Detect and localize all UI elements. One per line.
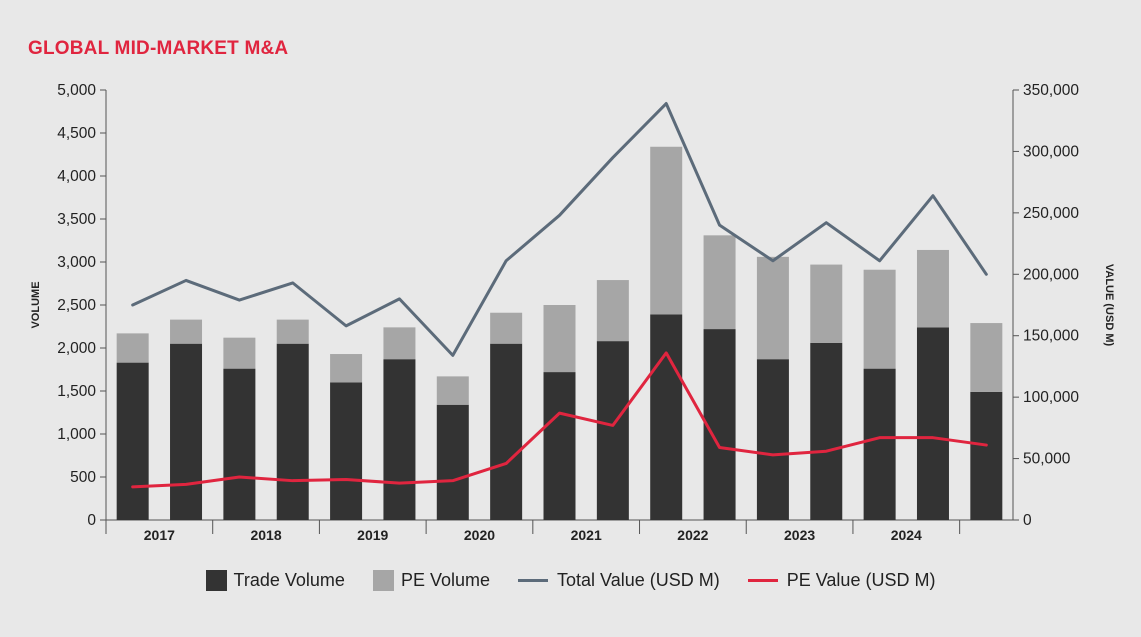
- x-category-label: 2023: [784, 527, 815, 543]
- trade-volume-bar: [436, 404, 469, 520]
- x-category-label: 2020: [464, 527, 495, 543]
- lines: [131, 102, 988, 489]
- right-tick-label: 350,000: [1023, 82, 1079, 99]
- pe-volume-bar: [596, 280, 629, 342]
- tick-labels: 0 500 1,000 1,500 2,000 2,500 3,000 3,500 4,000 4…: [30, 82, 1115, 543]
- legend-label: Trade Volume: [233, 570, 345, 590]
- pe-volume-bar: [170, 319, 203, 344]
- trade-volume-bar: [116, 362, 149, 520]
- legend-label: PE Value (USD M): [786, 570, 936, 590]
- x-category-label: 2021: [571, 527, 602, 543]
- bars: [116, 146, 1003, 520]
- trade-volume-bar: [970, 391, 1003, 520]
- trade-volume-swatch: [205, 570, 227, 591]
- trade-volume-bar: [650, 314, 683, 520]
- x-category-label: 2024: [891, 527, 922, 543]
- trade-volume-bar: [810, 342, 843, 520]
- pe-volume-bar: [383, 327, 416, 360]
- right-tick-label: 0: [1023, 512, 1032, 529]
- pe-volume-bar: [810, 264, 843, 343]
- pe-volume-bar: [703, 235, 736, 330]
- trade-volume-bar: [170, 343, 203, 520]
- trade-volume-bar: [596, 341, 629, 520]
- x-category-label: 2019: [357, 527, 388, 543]
- right-tick-label: 100,000: [1023, 389, 1079, 406]
- trade-volume-bar: [756, 359, 789, 520]
- pe-volume-bar: [276, 319, 309, 344]
- pe-volume-bar: [223, 337, 256, 369]
- x-category-label: 2022: [677, 527, 708, 543]
- pe-volume-bar: [116, 333, 149, 363]
- legend-item-trade-volume: Trade Volume: [205, 570, 345, 591]
- total-value-swatch: [518, 579, 549, 582]
- legend-label: PE Volume: [400, 570, 491, 590]
- pe-volume-swatch: [372, 570, 394, 591]
- left-tick-label: 5,000: [57, 82, 96, 99]
- left-tick-label: 0: [87, 512, 96, 529]
- pe-volume-bar: [863, 269, 896, 369]
- trade-volume-bar: [863, 368, 896, 520]
- left-axis-title: VOLUME: [30, 281, 42, 328]
- right-tick-label: 300,000: [1023, 143, 1079, 160]
- legend-label: Total Value (USD M): [557, 570, 720, 590]
- pe-value-swatch: [747, 579, 778, 582]
- total-value-line: [131, 102, 988, 357]
- pe-volume-bar: [436, 376, 469, 405]
- left-tick-label: 3,500: [57, 211, 96, 228]
- right-tick-label: 200,000: [1023, 266, 1079, 283]
- legend-item-total-value: Total Value (USD M): [518, 570, 720, 591]
- right-tick-label: 250,000: [1023, 205, 1079, 222]
- trade-volume-bar: [916, 327, 949, 520]
- pe-volume-bar: [490, 312, 523, 344]
- left-tick-label: 2,500: [57, 297, 96, 314]
- right-tick-label: 150,000: [1023, 328, 1079, 345]
- left-tick-label: 500: [70, 469, 96, 486]
- trade-volume-bar: [276, 343, 309, 520]
- pe-volume-bar: [756, 256, 789, 360]
- pe-volume-bar: [330, 354, 363, 383]
- right-tick-label: 50,000: [1023, 451, 1071, 468]
- legend: Trade Volume PE Volume Total Value (USD …: [0, 570, 1141, 591]
- x-category-label: 2018: [250, 527, 281, 543]
- pe-value-line: [131, 351, 988, 489]
- pe-volume-bar: [916, 249, 949, 328]
- pe-volume-bar: [650, 146, 683, 315]
- pe-volume-bar: [543, 305, 576, 373]
- trade-volume-bar: [223, 368, 256, 520]
- trade-volume-bar: [383, 359, 416, 520]
- left-tick-label: 4,000: [57, 168, 96, 185]
- trade-volume-bar: [703, 329, 736, 520]
- trade-volume-bar: [330, 382, 363, 520]
- trade-volume-bar: [543, 372, 576, 520]
- legend-item-pe-value: PE Value (USD M): [747, 570, 936, 591]
- left-tick-label: 3,000: [57, 254, 96, 271]
- left-tick-label: 1,000: [57, 426, 96, 443]
- left-tick-label: 1,500: [57, 383, 96, 400]
- legend-item-pe-volume: PE Volume: [372, 570, 491, 591]
- trade-volume-bar: [490, 343, 523, 520]
- chart-title: GLOBAL MID-MARKET M&A: [28, 38, 289, 59]
- left-tick-label: 2,000: [57, 340, 96, 357]
- x-category-label: 2017: [144, 527, 175, 543]
- left-tick-label: 4,500: [57, 125, 96, 142]
- pe-volume-bar: [970, 323, 1003, 392]
- right-axis-title: VALUE (USD M): [1103, 264, 1115, 347]
